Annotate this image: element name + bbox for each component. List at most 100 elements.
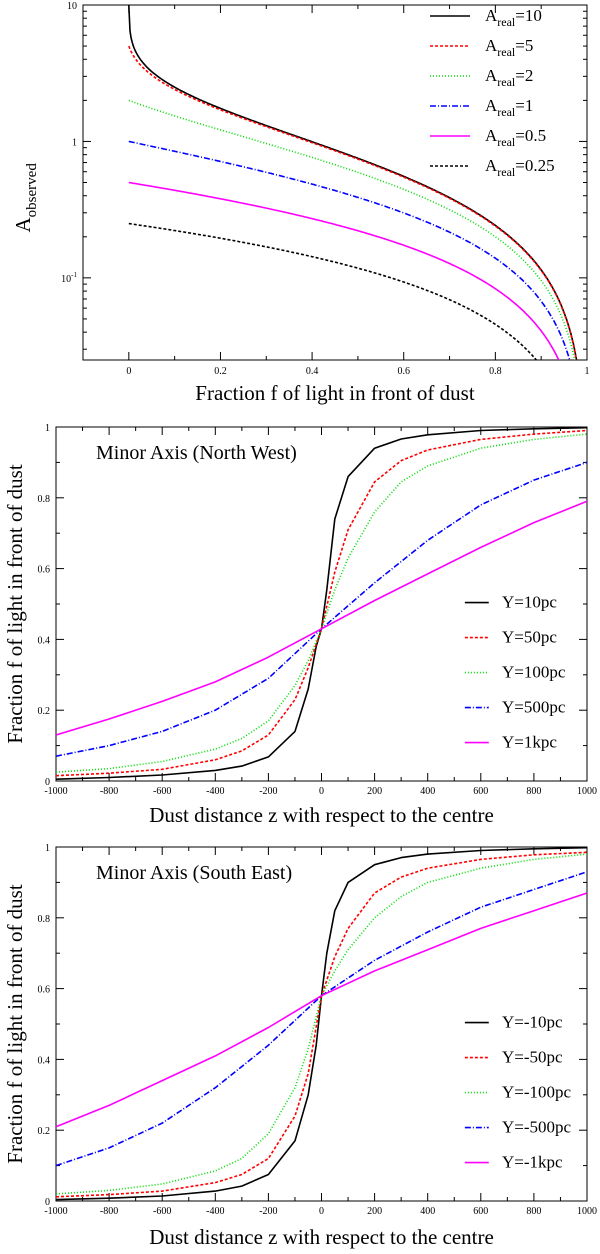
y-tick-base: 10 (67, 1, 77, 12)
y-tick-label: 1 (72, 137, 77, 148)
y-axis-title: Fraction f of light in front of dust (3, 884, 27, 1164)
y-tick-base: 10 (61, 274, 71, 285)
y-axis-title-sub: observed (24, 163, 40, 218)
legend-label-sub: real (497, 105, 516, 119)
x-tick-label: 600 (473, 1206, 488, 1217)
series-line (56, 892, 587, 1128)
series-line (56, 429, 587, 777)
x-tick-label: -600 (153, 1206, 171, 1217)
legend-label: Y=-1kpc (502, 1153, 563, 1172)
y-tick-label: 0.6 (38, 565, 51, 576)
panel-north-west: -1000 -800 -600 -400 -200 0 200 400 600 800 1000 0 0… (3, 423, 597, 827)
x-tick-label: 200 (367, 1206, 382, 1217)
x-tick-label: 0 (319, 1206, 324, 1217)
y-tick-base: 1 (72, 137, 77, 148)
legend-label-main: A (485, 36, 498, 55)
y-axis-title: Fraction f of light in front of dust (3, 464, 27, 744)
series-line (128, 140, 571, 360)
legend-label: Y=100pc (502, 663, 566, 682)
series-group (128, 5, 578, 360)
legend-label: Y=500pc (502, 698, 566, 717)
x-tick-label: -400 (206, 786, 224, 797)
x-tick-label: -600 (153, 786, 171, 797)
panel-south-east: -1000 -800 -600 -400 -200 0 200 400 600 800 1000 0 0… (3, 843, 597, 1249)
x-tick-label: -800 (100, 786, 118, 797)
legend-label: Areal=0.25 (485, 156, 555, 179)
x-tick-label: 400 (420, 786, 435, 797)
legend-label-sub: real (497, 135, 516, 149)
legend-label: Y=-10pc (502, 1013, 563, 1032)
legend-label-main: A (485, 66, 498, 85)
x-tick-label: 0.6 (397, 366, 410, 377)
x-tick-label: -1000 (44, 1206, 67, 1217)
y-tick-label: 10 (67, 1, 77, 12)
legend-label: Areal=1 (485, 96, 533, 119)
y-axis-title: Aobserved (11, 163, 40, 233)
y-tick-label: 0 (45, 777, 50, 788)
x-tick-label: -800 (100, 1206, 118, 1217)
series-group (56, 847, 587, 1201)
legend-label: Areal=5 (485, 36, 533, 59)
series-group (56, 427, 587, 780)
legend-label: Y=-100pc (502, 1083, 572, 1102)
x-axis-title: Dust distance z with respect to the cent… (149, 803, 494, 827)
y-tick-label: 1 (45, 423, 50, 434)
legend-label: Areal=10 (485, 6, 542, 29)
legend-label-value: =1 (515, 96, 533, 115)
legend-label: Areal=0.5 (485, 126, 546, 149)
x-tick-label: 0 (319, 786, 324, 797)
y-tick-label: 0.8 (38, 494, 51, 505)
legend-label: Y=50pc (502, 628, 557, 647)
legend-label-sub: real (497, 165, 516, 179)
legend-label-sub: real (497, 15, 516, 29)
y-tick-label: 0.6 (38, 985, 51, 996)
series-line (56, 500, 587, 736)
legend-label-value: =10 (515, 6, 542, 25)
legend-label: Areal=2 (485, 66, 533, 89)
x-tick-label: 1000 (577, 1206, 597, 1217)
legend-label-value: =0.5 (515, 126, 546, 145)
x-tick-label: 1 (585, 366, 590, 377)
x-tick-label: 0 (126, 366, 131, 377)
x-tick-label: 600 (473, 786, 488, 797)
x-axis-title: Dust distance z with respect to the cent… (149, 1225, 494, 1249)
legend-label-main: A (485, 96, 498, 115)
series-line (128, 45, 578, 360)
y-tick-exponent: -1 (71, 271, 77, 279)
panel-title: Minor Axis (South East) (96, 862, 292, 884)
y-tick-label: 0 (45, 1197, 50, 1208)
x-tick-label: 1000 (577, 786, 597, 797)
x-tick-label: 400 (420, 1206, 435, 1217)
legend-label-main: A (485, 6, 498, 25)
x-tick-label: 800 (526, 786, 541, 797)
legend-label-main: A (485, 126, 498, 145)
series-line (128, 222, 538, 360)
y-tick-label: 0.2 (38, 706, 51, 717)
y-tick-label: 1 (45, 843, 50, 854)
y-tick-label: 0.8 (38, 914, 51, 925)
legend-label: Y=1kpc (502, 733, 557, 752)
y-tick-label: 10-1 (61, 271, 77, 285)
x-tick-label: -200 (259, 786, 277, 797)
legend-label-sub: real (497, 45, 516, 59)
x-tick-label: 800 (526, 1206, 541, 1217)
x-axis-title: Fraction f of light in front of dust (195, 381, 475, 405)
legend-label-sub: real (497, 75, 516, 89)
x-tick-label: -200 (259, 1206, 277, 1217)
y-tick-label: 0.2 (38, 1126, 51, 1137)
y-axis-title-main: A (11, 217, 35, 233)
legend-label: Y=-50pc (502, 1048, 563, 1067)
legend-label-value: =5 (515, 36, 533, 55)
x-tick-label: 200 (367, 786, 382, 797)
x-tick-label: 0.4 (306, 366, 319, 377)
legend-label-main: A (485, 156, 498, 175)
y-tick-label: 0.4 (38, 635, 51, 646)
x-tick-label: 0.8 (489, 366, 502, 377)
series-line (128, 181, 560, 360)
x-tick-label: 0.2 (214, 366, 227, 377)
legend-label-value: =0.25 (515, 156, 554, 175)
legend-label: Y=-500pc (502, 1118, 572, 1137)
x-tick-label: -400 (206, 1206, 224, 1217)
